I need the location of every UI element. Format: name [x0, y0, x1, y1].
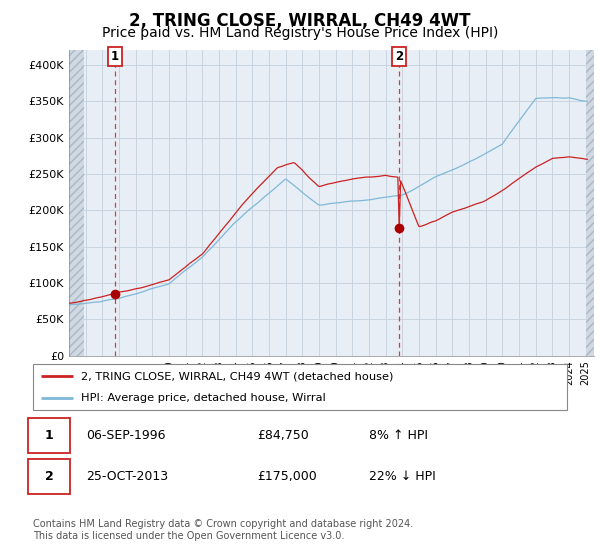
Text: £175,000: £175,000 [257, 470, 317, 483]
Text: 22% ↓ HPI: 22% ↓ HPI [370, 470, 436, 483]
Text: £84,750: £84,750 [257, 429, 309, 442]
Text: 2, TRING CLOSE, WIRRAL, CH49 4WT: 2, TRING CLOSE, WIRRAL, CH49 4WT [129, 12, 471, 30]
Text: Contains HM Land Registry data © Crown copyright and database right 2024.
This d: Contains HM Land Registry data © Crown c… [33, 519, 413, 541]
Text: 1: 1 [111, 50, 119, 63]
Text: Price paid vs. HM Land Registry's House Price Index (HPI): Price paid vs. HM Land Registry's House … [102, 26, 498, 40]
Text: 2, TRING CLOSE, WIRRAL, CH49 4WT (detached house): 2, TRING CLOSE, WIRRAL, CH49 4WT (detach… [81, 371, 394, 381]
Bar [586, 50, 594, 356]
Text: 1: 1 [44, 429, 53, 442]
Text: 06-SEP-1996: 06-SEP-1996 [86, 429, 166, 442]
Bar [69, 50, 85, 356]
FancyBboxPatch shape [28, 459, 70, 494]
Text: 25-OCT-2013: 25-OCT-2013 [86, 470, 169, 483]
FancyBboxPatch shape [33, 364, 567, 410]
Text: HPI: Average price, detached house, Wirral: HPI: Average price, detached house, Wirr… [81, 394, 326, 403]
FancyBboxPatch shape [28, 418, 70, 453]
Text: 8% ↑ HPI: 8% ↑ HPI [370, 429, 428, 442]
Text: 2: 2 [44, 470, 53, 483]
Text: 2: 2 [395, 50, 403, 63]
